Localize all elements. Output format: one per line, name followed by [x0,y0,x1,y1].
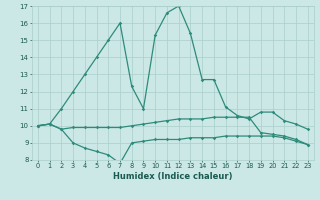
X-axis label: Humidex (Indice chaleur): Humidex (Indice chaleur) [113,172,233,181]
